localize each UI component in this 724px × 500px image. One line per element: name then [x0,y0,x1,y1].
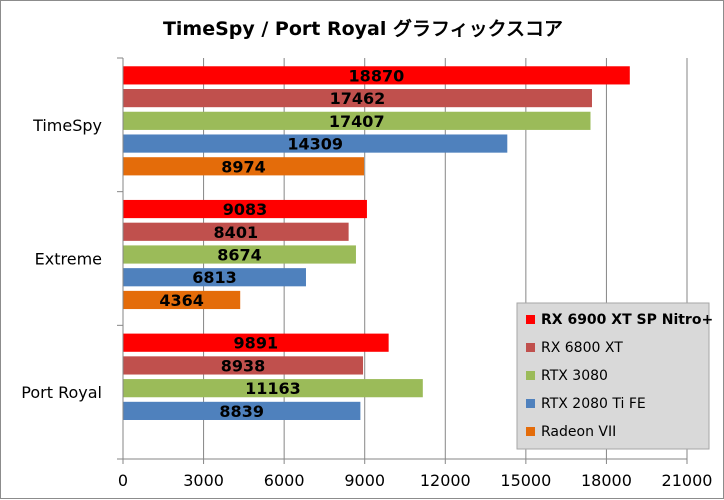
bar [123,222,349,241]
bar-value-label: 11163 [245,379,301,398]
bar-value-label: 8401 [214,223,259,242]
chart-title: TimeSpy / Port Royal グラフィックスコア [163,17,563,40]
legend-label: Radeon VII [541,424,616,440]
bar [123,401,361,420]
legend-box [516,302,710,450]
bar-value-label: 17462 [330,89,386,108]
bar-value-label: 14309 [287,135,343,154]
legend-swatch [526,427,535,436]
x-tick-label: 9000 [344,471,385,490]
bar-value-label: 6813 [192,268,237,287]
bar [123,111,591,130]
category-label: Extreme [35,250,102,269]
bar-value-label: 8674 [217,246,262,265]
legend-swatch [526,371,535,380]
category-label: TimeSpy [32,116,102,135]
bar [123,66,630,85]
legend-swatch [526,315,535,324]
bar [123,333,389,352]
bar [123,356,364,375]
axes: 0 3000 6000 9000 12000 15000 18000 21000 TimeSpy… [21,57,713,490]
category-label: Port Royal [21,383,102,402]
bar-value-label: 4364 [159,291,204,310]
legend-swatch [526,399,535,408]
bar-value-label: 17407 [329,112,385,131]
bar-value-label: 18870 [349,66,405,85]
legend-label: RTX 2080 Ti FE [541,396,646,412]
x-tick-label: 3000 [183,471,224,490]
bar [123,268,306,287]
legend-swatch [526,343,535,352]
x-tick-label: 15000 [500,471,551,490]
legend-label: RTX 3080 [541,368,608,384]
x-tick-label: 12000 [420,471,471,490]
x-tick-label: 6000 [264,471,305,490]
x-tick-label: 0 [118,471,128,490]
legend-label: RX 6800 XT [541,340,623,356]
bar-value-label: 8938 [221,356,266,375]
bar [123,89,592,108]
bar-value-label: 8839 [219,402,264,421]
legend-label: RX 6900 XT SP Nitro+ [541,312,713,328]
bar [123,157,365,176]
bar [123,134,508,153]
legend: RX 6900 XT SP Nitro+ RX 6800 XT RTX 3080 RT… [516,302,713,450]
bar [123,290,241,310]
bar-value-label: 9891 [234,334,279,353]
bar [123,245,356,264]
bars: 18870 17462 17407 14309 8974 9083 8401 8674 6813… [123,66,630,421]
bar [123,199,367,219]
x-tick-label: 18000 [581,471,632,490]
bar-value-label: 8974 [221,157,266,176]
bar-value-label: 9083 [223,200,268,219]
x-tick-label: 21000 [662,471,713,490]
bar [123,379,423,398]
